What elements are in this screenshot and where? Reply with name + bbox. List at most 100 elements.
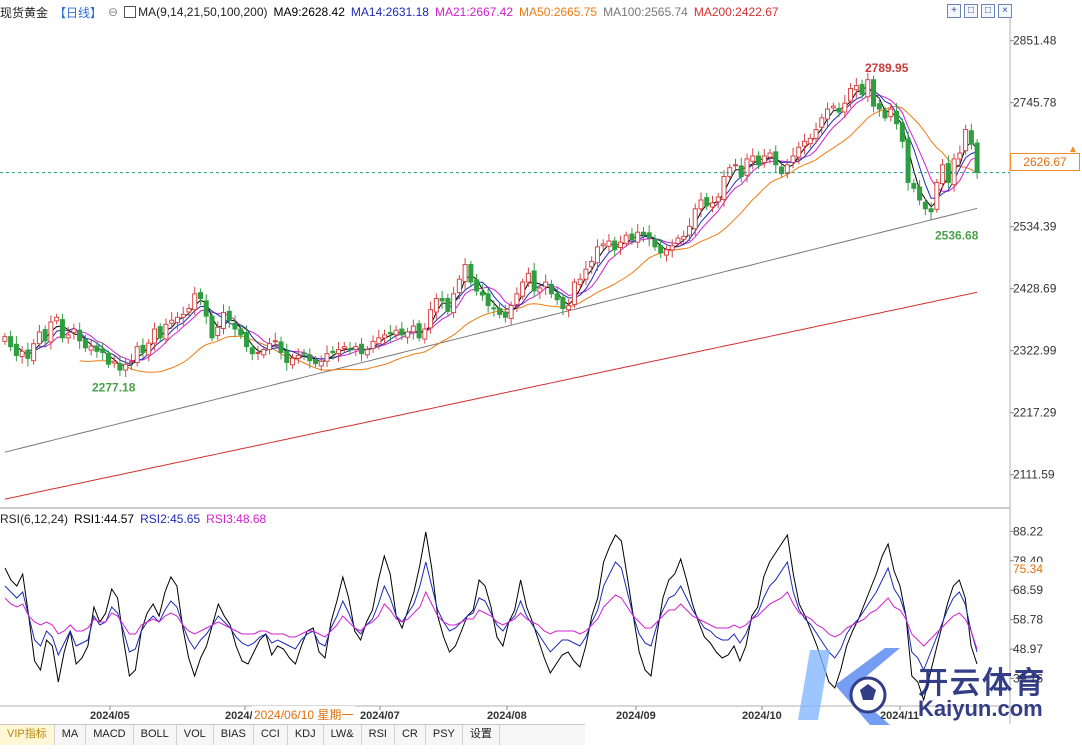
candle-body [428,309,434,329]
instrument-name: 现货黄金 [0,5,49,20]
price-tick-label: 2322.99 [1013,344,1057,358]
window-controls: + □ □ × [947,4,1012,18]
candle-body [364,349,370,356]
candle-body [186,307,192,313]
candle-body [675,237,681,244]
rsi-params: RSI(6,12,24) [0,512,69,526]
candle-body [514,293,520,305]
restore-icon[interactable]: □ [964,4,978,18]
candle-body [226,310,232,322]
candle-body [8,336,14,348]
candle-body [917,186,923,201]
tab-boll[interactable]: BOLL [134,725,177,745]
candle-body [422,328,428,340]
candle-body [290,357,296,366]
candle-body [652,238,658,248]
price-tick-label: 2428.69 [1013,282,1057,296]
ma50-line [79,105,978,373]
candle-body [36,331,42,345]
tab-settings[interactable]: 设置 [463,725,500,745]
candle-body [934,181,940,210]
candle-body [146,342,152,356]
ma200-value: MA200:2422.67 [693,5,779,19]
candle-body [899,123,905,142]
candle-body [88,345,94,351]
tab-psy[interactable]: PSY [426,725,463,745]
maximize-icon[interactable]: □ [981,4,995,18]
candle-body [313,359,319,365]
candle-body [531,270,537,292]
candle-body [13,343,19,356]
candle-body [704,197,710,207]
ma50-value: MA50:2665.75 [519,5,598,19]
candle-body [600,243,606,247]
tab-cr[interactable]: CR [395,725,426,745]
ma14-value: MA14:2631.18 [350,5,429,19]
candle-body [583,268,589,280]
candle-body [951,158,957,186]
rsi-tick-label: 39.16 [1013,672,1043,686]
candle-body [117,363,123,371]
candle-body [324,353,330,362]
tab-cci[interactable]: CCI [254,725,288,745]
watermark: 开云体育 Kaiyun.com [790,640,1080,730]
candle-body [836,107,842,113]
candle-body [336,349,342,355]
candle-body [203,300,209,317]
candle-body [750,155,756,162]
candle-body [813,129,819,139]
candle-body [359,343,365,355]
settings-icon[interactable]: ⊖ [108,5,119,19]
candle-body [301,352,307,355]
candle-body [341,346,347,349]
tab-macd[interactable]: MACD [86,725,134,745]
price-marker-icon: ▲ [1068,144,1078,155]
candle-body [163,323,169,340]
candle-body [577,278,583,285]
candle-body [594,246,600,264]
rsi-line-rsi1 [4,531,978,702]
tab-ma[interactable]: MA [55,725,87,745]
candle-body [755,155,762,166]
tab-bias[interactable]: BIAS [214,725,254,745]
zoom-in-icon[interactable]: + [947,4,961,18]
ma21-line [39,94,978,362]
tab-vip[interactable]: VIP指标 [0,725,55,745]
candle-body [128,360,134,363]
tab-vol[interactable]: VOL [177,725,214,745]
candle-body [54,316,60,322]
price-tick-label: 2851.48 [1013,34,1057,48]
candle-body [451,293,457,314]
candle-body [617,241,623,248]
candle-body [255,351,261,354]
rsi-tick-label: 48.97 [1013,642,1043,656]
candle-body [249,347,255,355]
candle-body [635,231,641,243]
ma-toggle-icon[interactable] [124,6,137,18]
tab-rsi[interactable]: RSI [362,725,395,745]
tab-lw[interactable]: LW& [324,725,362,745]
period-label[interactable]: 【日线】 [54,5,103,20]
candle-body [738,165,744,178]
candle-body [968,130,974,145]
candle-body [347,348,353,351]
price-tick-label: 2745.78 [1013,96,1057,110]
candle-body [474,279,480,292]
rsi-line-rsi3 [4,590,978,650]
candle-body [623,234,629,244]
tab-kdj[interactable]: KDJ [288,725,324,745]
candle-body [669,245,675,251]
candle-body [508,305,514,319]
x-tick-label: 2024/07 [360,710,400,722]
close-icon[interactable]: × [998,4,1012,18]
rsi-highlight-label: 75.34 [1013,562,1043,576]
candle-body [905,138,911,183]
candle-body [853,85,859,91]
candle-body [882,109,888,119]
candle-body [2,336,8,342]
candle-body [957,152,963,160]
crosshair-date: 2024/06/10 星期一 [252,706,356,723]
candle-body [307,354,313,362]
